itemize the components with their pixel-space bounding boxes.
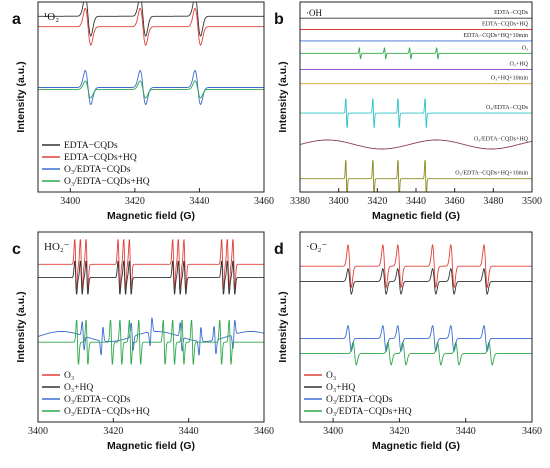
- y-axis-label: Intensity (a.u.): [15, 291, 27, 362]
- panel-d: 3400 3420 3440 3460 Magnetic field (G) Intens…: [274, 231, 542, 452]
- x-axis-label: Magnetic field (G): [107, 210, 195, 222]
- legend-label-1: EDTA−CQDs+HQ: [64, 153, 137, 163]
- species-label: ·O₂⁻: [306, 241, 327, 253]
- plot-frame: [37, 231, 265, 423]
- series-line-6: [300, 98, 532, 128]
- x-tick-label: 3440: [406, 196, 426, 207]
- series-label-2: EDTA−CQDs+HQ+10min: [463, 33, 528, 39]
- series-line-1: [300, 267, 532, 295]
- series-line-3: [38, 319, 264, 365]
- panel-a: 3400 3420 3440 3460 Magnetic field (G) Intens…: [12, 1, 274, 222]
- series-line-1: [38, 7, 264, 46]
- legend-label-2: O₃/EDTA−CQDs: [64, 165, 131, 175]
- x-tick-label: 3380: [290, 196, 310, 207]
- x-tick-label: 3420: [389, 426, 409, 437]
- series-line-3: [38, 80, 264, 99]
- x-tick-label: 3400: [60, 196, 80, 207]
- series-label-3: O₃: [522, 45, 528, 51]
- series-label-4: O₃+HQ: [510, 61, 529, 67]
- y-axis-label: Intensity (a.u.): [15, 61, 27, 132]
- x-tick-label: 3460: [522, 426, 542, 437]
- legend-label-3: O₃/EDTA−CQDs+HQ: [326, 407, 412, 417]
- series-label-7: O₃/EDTA−CQDs+HQ: [474, 137, 529, 143]
- panel-c: 3400 3420 3440 3460 Magnetic field (G) Intens…: [12, 231, 274, 452]
- x-tick-label: 3440: [179, 426, 199, 437]
- panel-letter: b: [274, 11, 284, 28]
- legend-label-0: O₃: [64, 371, 74, 381]
- x-tick-label: 3400: [329, 196, 349, 207]
- series-line-2: [38, 69, 264, 106]
- legend-label-1: O₃+HQ: [64, 383, 93, 393]
- series-line-2: [300, 324, 532, 352]
- legend-label-1: O₃+HQ: [326, 383, 355, 393]
- plot-frame: [37, 1, 265, 193]
- series-label-5: O₃+HQ+10min: [491, 76, 528, 82]
- x-tick-label: 3460: [445, 196, 465, 207]
- series-line-3: [300, 46, 532, 60]
- series-label-6: O₃/EDTA−CQDs: [486, 105, 529, 111]
- legend-label-2: O₃/EDTA−CQDs: [64, 395, 131, 405]
- legend-label-2: O₃/EDTA−CQDs: [326, 395, 393, 405]
- series-line-8: [300, 159, 532, 192]
- legend-label-0: O₃: [326, 371, 336, 381]
- species-label: ¹O₂: [44, 11, 59, 23]
- species-label: ·OH: [306, 8, 322, 18]
- x-tick-label: 3440: [189, 196, 209, 207]
- panel-letter: d: [274, 241, 284, 258]
- x-tick-label: 3500: [522, 196, 542, 207]
- x-tick-label: 3460: [254, 196, 274, 207]
- plot-frame: [299, 1, 533, 193]
- x-tick-label: 3400: [28, 426, 48, 437]
- legend-label-3: O₃/EDTA−CQDs+HQ: [64, 177, 150, 187]
- x-tick-label: 3420: [103, 426, 123, 437]
- panel-letter: c: [12, 241, 21, 258]
- x-tick-label: 3420: [125, 196, 145, 207]
- panel-letter: a: [12, 11, 21, 28]
- legend-label-0: EDTA−CQDs: [64, 141, 118, 151]
- series-line-1: [38, 260, 264, 295]
- y-axis-label: Intensity (a.u.): [277, 291, 289, 362]
- x-tick-label: 3400: [323, 426, 343, 437]
- x-tick-label: 3460: [254, 426, 274, 437]
- series-line-0: [300, 243, 532, 289]
- series-label-0: EDTA−CQDs: [494, 10, 529, 16]
- x-tick-label: 3440: [456, 426, 476, 437]
- series-line-0: [38, 2, 264, 37]
- panel-b: EDTA−CQDs EDTA−CQDs+HQ EDTA−CQDs+HQ+10min O…: [274, 1, 542, 222]
- x-axis-label: Magnetic field (G): [372, 440, 460, 452]
- series-line-7: [300, 139, 532, 150]
- series-line-0: [38, 239, 264, 290]
- x-axis-label: Magnetic field (G): [372, 210, 460, 222]
- y-axis-label: Intensity (a.u.): [277, 61, 289, 132]
- legend-label-3: O₃/EDTA−CQDs+HQ: [64, 407, 150, 417]
- x-tick-label: 3420: [367, 196, 387, 207]
- species-label: HO₂⁻: [44, 241, 70, 253]
- plot-frame: [299, 231, 533, 423]
- x-tick-label: 3480: [483, 196, 503, 207]
- series-label-1: EDTA−CQDs+HQ: [482, 22, 529, 28]
- series-line-3: [300, 341, 532, 366]
- x-axis-label: Magnetic field (G): [107, 440, 195, 452]
- series-label-8: O₃/EDTA−CQDs+HQ+10min: [455, 171, 528, 177]
